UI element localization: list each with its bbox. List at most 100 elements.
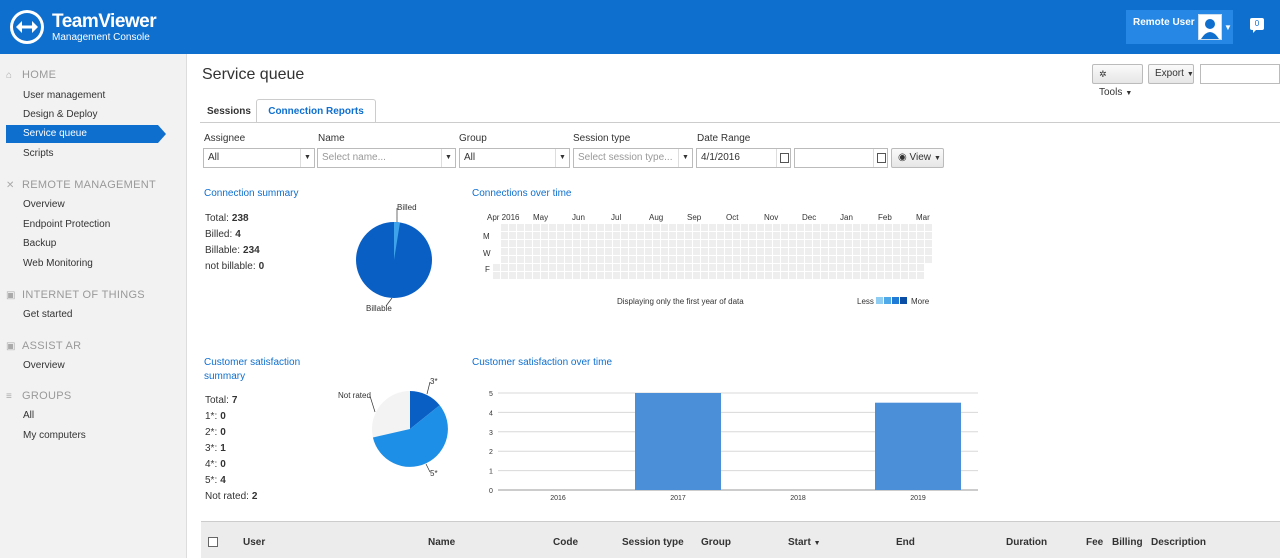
heatmap-month-label: Aug	[649, 213, 664, 222]
heatmap-cell	[501, 248, 508, 255]
tools-button[interactable]: ✲ Tools ▼	[1092, 64, 1143, 98]
sidebar-item-web-monitoring[interactable]: Web Monitoring	[23, 258, 93, 269]
heatmap-cell	[493, 264, 500, 271]
name-select[interactable]: Select name... ▼	[317, 148, 456, 168]
heatmap-cell	[629, 272, 636, 279]
heatmap-cell	[773, 224, 780, 231]
column-description[interactable]: Description	[1151, 537, 1207, 548]
group-select[interactable]: All ▼	[459, 148, 570, 168]
heatmap-cell	[845, 264, 852, 271]
heatmap-cell	[685, 256, 692, 263]
heatmap-cell	[741, 240, 748, 247]
heatmap-cell	[845, 256, 852, 263]
sidebar-section-remote[interactable]: ✕ REMOTE MANAGEMENT	[6, 179, 156, 191]
heatmap-cell	[837, 224, 844, 231]
heatmap-cell	[709, 264, 716, 271]
chevron-down-icon: ▼	[300, 149, 314, 167]
column-code[interactable]: Code	[553, 537, 578, 548]
remote-title: REMOTE MANAGEMENT	[22, 179, 157, 191]
heatmap-cell	[669, 264, 676, 271]
heatmap-cell	[757, 224, 764, 231]
sidebar-item-all[interactable]: All	[23, 410, 35, 421]
heatmap-cell	[717, 272, 724, 279]
heatmap-cell	[597, 240, 604, 247]
heatmap-cell	[573, 256, 580, 263]
heatmap-cell	[517, 240, 524, 247]
tab-sessions[interactable]: Sessions	[207, 106, 251, 117]
heatmap-cell	[661, 256, 668, 263]
heatmap-cell	[749, 248, 756, 255]
heatmap-cell	[797, 256, 804, 263]
heatmap-cell	[917, 248, 924, 255]
sidebar-item-get-started[interactable]: Get started	[23, 309, 73, 320]
column-group[interactable]: Group	[701, 537, 731, 548]
heatmap-cell	[517, 264, 524, 271]
message-count: 0	[1254, 19, 1260, 28]
sidebar-item-design-deploy[interactable]: Design & Deploy	[23, 109, 98, 120]
heatmap-cell	[573, 232, 580, 239]
column-name[interactable]: Name	[428, 537, 456, 548]
sidebar-item-endpoint-protection[interactable]: Endpoint Protection	[23, 219, 111, 230]
date-from-input[interactable]: 4/1/2016	[696, 148, 791, 168]
sidebar-item-overview[interactable]: Overview	[23, 199, 65, 210]
stat-value: 2	[251, 491, 258, 502]
select-all-checkbox[interactable]	[208, 537, 218, 547]
column-end[interactable]: End	[896, 537, 915, 548]
heatmap-cell	[629, 240, 636, 247]
connection-summary-title: Connection summary	[204, 188, 299, 199]
heatmap-cell	[581, 248, 588, 255]
user-menu[interactable]: Remote User ▼	[1126, 10, 1233, 44]
assignee-select[interactable]: All ▼	[203, 148, 315, 168]
heatmap-cell	[717, 224, 724, 231]
tab-connection-reports[interactable]: Connection Reports	[256, 99, 376, 123]
satisfaction-summary-title-1: Customer satisfaction	[204, 357, 301, 368]
heatmap-cell	[613, 248, 620, 255]
heatmap-cell	[877, 232, 884, 239]
heatmap-cell	[517, 256, 524, 263]
heatmap-cell	[501, 240, 508, 247]
tools-cross-icon: ✕	[6, 180, 15, 191]
heatmap-cell	[645, 248, 652, 255]
stat-label: not billable:	[205, 261, 256, 272]
teamviewer-logo[interactable]	[10, 10, 44, 44]
sidebar-section-iot[interactable]: ▣ INTERNET OF THINGS	[6, 289, 145, 301]
sidebar-section-assist-ar[interactable]: ▣ ASSIST AR	[6, 340, 81, 352]
satisfaction-stat-row: Not rated: 2	[205, 491, 257, 502]
legend-more: More	[911, 297, 930, 306]
sidebar-item-user-management[interactable]: User management	[23, 90, 106, 101]
calendar-icon[interactable]	[776, 149, 790, 167]
heatmap-cell	[645, 264, 652, 271]
sidebar-item-backup[interactable]: Backup	[23, 238, 57, 249]
heatmap-cell	[853, 224, 860, 231]
sessions-table-header: User Name Code Session type Group Start …	[201, 521, 1280, 558]
column-session-type[interactable]: Session type	[622, 537, 684, 548]
view-button[interactable]: ◉ View ▼	[891, 148, 944, 168]
column-start[interactable]: Start ▼	[788, 537, 821, 548]
messages-icon[interactable]: 0	[1250, 18, 1264, 33]
groups-icon: ≡	[6, 391, 13, 402]
session-type-select[interactable]: Select session type... ▼	[573, 148, 693, 168]
export-button[interactable]: Export ▼	[1148, 64, 1194, 84]
stat-value: 7	[231, 395, 238, 406]
calendar-icon[interactable]	[873, 149, 887, 167]
chevron-down-icon: ▼	[1125, 90, 1133, 97]
heatmap-cell	[853, 256, 860, 263]
heatmap-month-label: Jun	[572, 213, 585, 222]
sidebar-item-ar-overview[interactable]: Overview	[23, 360, 65, 371]
satisfaction-stat-row: 2*: 0	[205, 427, 226, 438]
heatmap-cell	[853, 232, 860, 239]
heatmap-cell	[861, 232, 868, 239]
column-fee[interactable]: Fee	[1086, 537, 1104, 548]
satisfaction-stat-row: 4*: 0	[205, 459, 226, 470]
sidebar-section-home[interactable]: ⌂ HOME	[6, 69, 56, 81]
column-user[interactable]: User	[243, 537, 266, 548]
date-to-input[interactable]	[794, 148, 888, 168]
column-billing[interactable]: Billing	[1112, 537, 1143, 548]
sidebar-item-scripts[interactable]: Scripts	[23, 148, 54, 159]
heatmap-cell	[925, 248, 932, 255]
sidebar-section-groups[interactable]: ≡ GROUPS	[6, 390, 71, 402]
sidebar-item-my-computers[interactable]: My computers	[23, 430, 86, 441]
column-duration[interactable]: Duration	[1006, 537, 1048, 548]
search-input[interactable]	[1200, 64, 1280, 84]
sidebar-item-service-queue[interactable]: Service queue	[6, 125, 166, 143]
